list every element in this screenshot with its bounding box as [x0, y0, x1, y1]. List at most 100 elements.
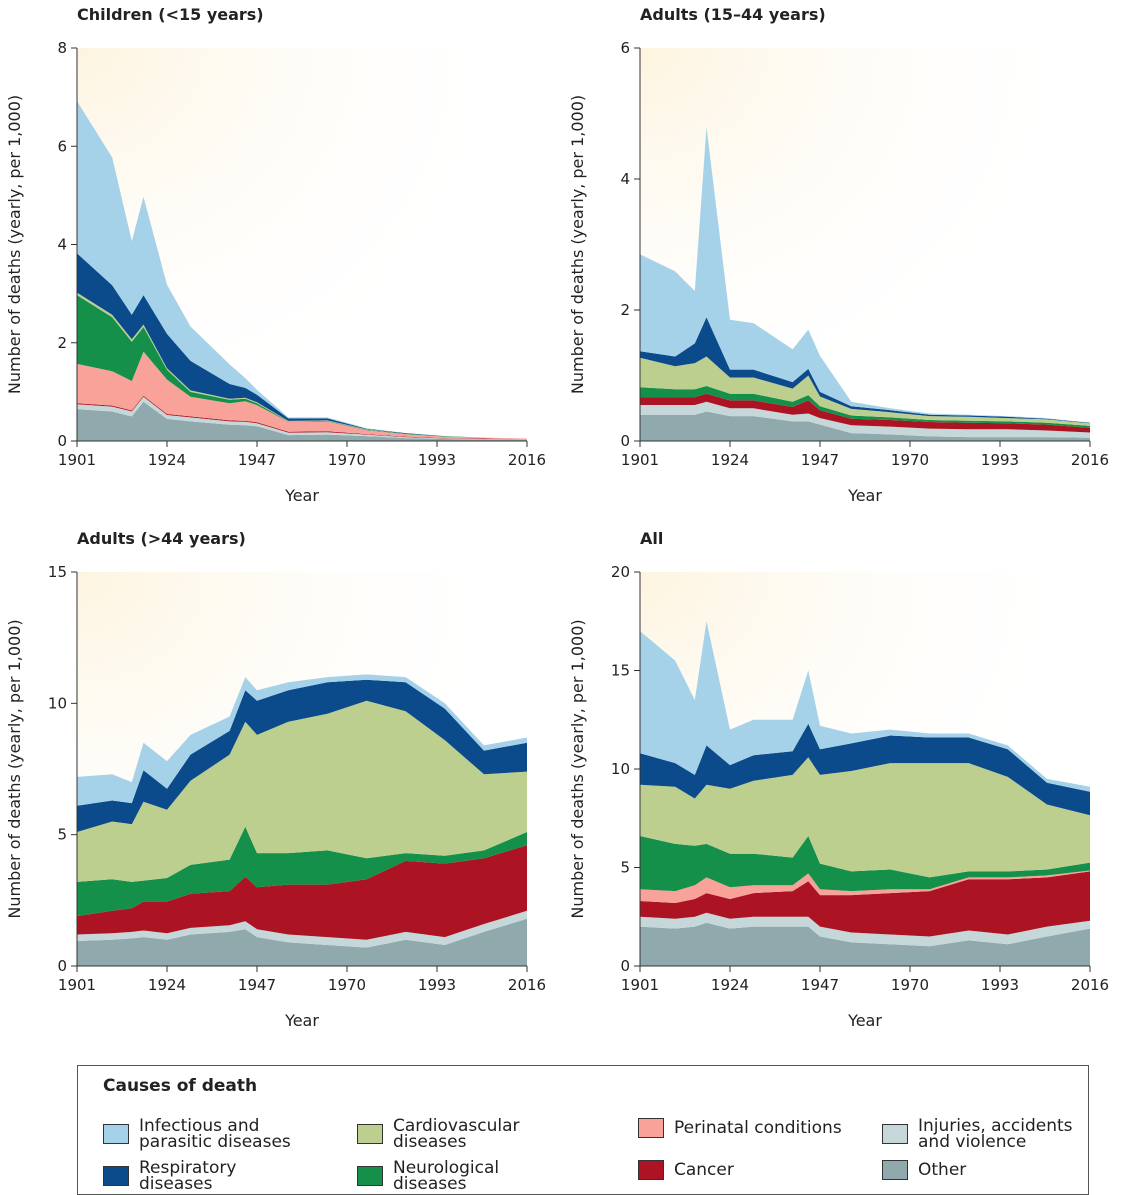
legend-swatch — [103, 1166, 129, 1186]
legend-item: Infectious and parasitic diseases — [103, 1116, 343, 1152]
y-tick-label: 5 — [620, 859, 630, 877]
legend-label: Cancer — [674, 1160, 734, 1180]
area — [77, 910, 527, 948]
y-tick-label: 15 — [48, 563, 67, 581]
x-tick-label: 1970 — [328, 976, 366, 994]
legend-label: Respiratory diseases — [139, 1158, 237, 1194]
y-tick-label: 0 — [620, 432, 630, 450]
area — [640, 723, 1090, 816]
x-axis-label: Year — [284, 1011, 319, 1030]
legend-item: Cardiovascular diseases — [357, 1116, 597, 1152]
legend-label: Neurological diseases — [393, 1158, 500, 1194]
chart-title: All — [640, 529, 663, 548]
x-tick-label: 1901 — [58, 976, 96, 994]
legend-item: Cancer — [638, 1160, 878, 1180]
legend-label: Perinatal conditions — [674, 1118, 842, 1138]
x-tick-label: 1970 — [328, 451, 366, 469]
area — [77, 396, 527, 440]
area — [640, 922, 1090, 966]
area — [640, 757, 1090, 878]
y-tick-label: 0 — [57, 957, 67, 975]
legend-swatch — [882, 1160, 908, 1180]
x-tick-label: 1993 — [418, 451, 456, 469]
legend-item: Respiratory diseases — [103, 1158, 343, 1194]
x-tick-label: 1947 — [238, 976, 276, 994]
area — [77, 401, 527, 441]
x-tick-label: 1970 — [891, 976, 929, 994]
y-tick-label: 8 — [57, 39, 67, 57]
y-axis-label: Number of deaths (yearly, per 1,000) — [568, 619, 587, 918]
y-tick-label: 2 — [57, 334, 67, 352]
x-tick-label: 1993 — [418, 976, 456, 994]
area — [640, 912, 1090, 947]
legend-swatch — [638, 1160, 664, 1180]
area — [77, 845, 527, 940]
area — [640, 870, 1090, 903]
y-tick-label: 20 — [611, 563, 630, 581]
x-tick-label: 1947 — [238, 451, 276, 469]
legend-item: Neurological diseases — [357, 1158, 597, 1194]
y-tick-label: 6 — [620, 39, 630, 57]
chart-title: Adults (>44 years) — [77, 529, 246, 548]
x-tick-label: 1924 — [148, 976, 186, 994]
area — [77, 101, 527, 439]
x-tick-label: 2016 — [1071, 976, 1109, 994]
area — [77, 351, 527, 440]
area — [640, 836, 1090, 892]
y-axis-label: Number of deaths (yearly, per 1,000) — [5, 95, 24, 394]
area — [640, 317, 1090, 424]
x-tick-label: 1901 — [58, 451, 96, 469]
x-axis-label: Year — [284, 486, 319, 505]
legend-label: Injuries, accidents and violence — [918, 1116, 1073, 1152]
chart-title: Adults (15–44 years) — [640, 5, 826, 24]
x-tick-label: 1993 — [981, 976, 1019, 994]
legend-title: Causes of death — [103, 1076, 258, 1096]
area — [77, 700, 527, 882]
x-tick-label: 1924 — [711, 451, 749, 469]
area — [640, 411, 1090, 441]
area — [77, 826, 527, 917]
y-tick-label: 0 — [620, 957, 630, 975]
area — [77, 679, 527, 832]
legend-label: Cardiovascular diseases — [393, 1116, 520, 1152]
legend-item: Other — [882, 1160, 1087, 1180]
area — [640, 871, 1090, 937]
y-tick-label: 5 — [57, 826, 67, 844]
legend: Causes of death Other Injuries, accidents… — [77, 1065, 1089, 1195]
legend-swatch — [103, 1124, 129, 1144]
y-tick-label: 10 — [611, 760, 630, 778]
y-tick-label: 4 — [620, 170, 630, 188]
y-tick-label: 15 — [611, 662, 630, 680]
x-tick-label: 1970 — [891, 451, 929, 469]
x-axis-label: Year — [847, 1011, 882, 1030]
legend-label: Infectious and parasitic diseases — [139, 1116, 291, 1152]
legend-item: Perinatal conditions — [638, 1118, 878, 1138]
area — [640, 621, 1090, 792]
x-tick-label: 1924 — [148, 451, 186, 469]
y-tick-label: 0 — [57, 432, 67, 450]
x-tick-label: 1947 — [801, 976, 839, 994]
area — [77, 253, 527, 439]
area — [640, 401, 1090, 438]
legend-swatch — [638, 1118, 664, 1138]
area — [640, 386, 1090, 428]
x-tick-label: 1947 — [801, 451, 839, 469]
y-tick-label: 10 — [48, 694, 67, 712]
legend-item: Injuries, accidents and violence — [882, 1116, 1087, 1152]
x-tick-label: 2016 — [508, 976, 546, 994]
x-tick-label: 1901 — [621, 451, 659, 469]
y-tick-label: 4 — [57, 236, 67, 254]
x-tick-label: 2016 — [508, 451, 546, 469]
area — [640, 356, 1090, 426]
y-axis-label: Number of deaths (yearly, per 1,000) — [568, 95, 587, 394]
legend-swatch — [357, 1166, 383, 1186]
x-tick-label: 2016 — [1071, 451, 1109, 469]
chart-title: Children (<15 years) — [77, 5, 264, 24]
x-axis-label: Year — [847, 486, 882, 505]
legend-swatch — [882, 1124, 908, 1144]
y-tick-label: 6 — [57, 137, 67, 155]
area — [640, 127, 1090, 423]
legend-swatch — [357, 1124, 383, 1144]
x-tick-label: 1924 — [711, 976, 749, 994]
